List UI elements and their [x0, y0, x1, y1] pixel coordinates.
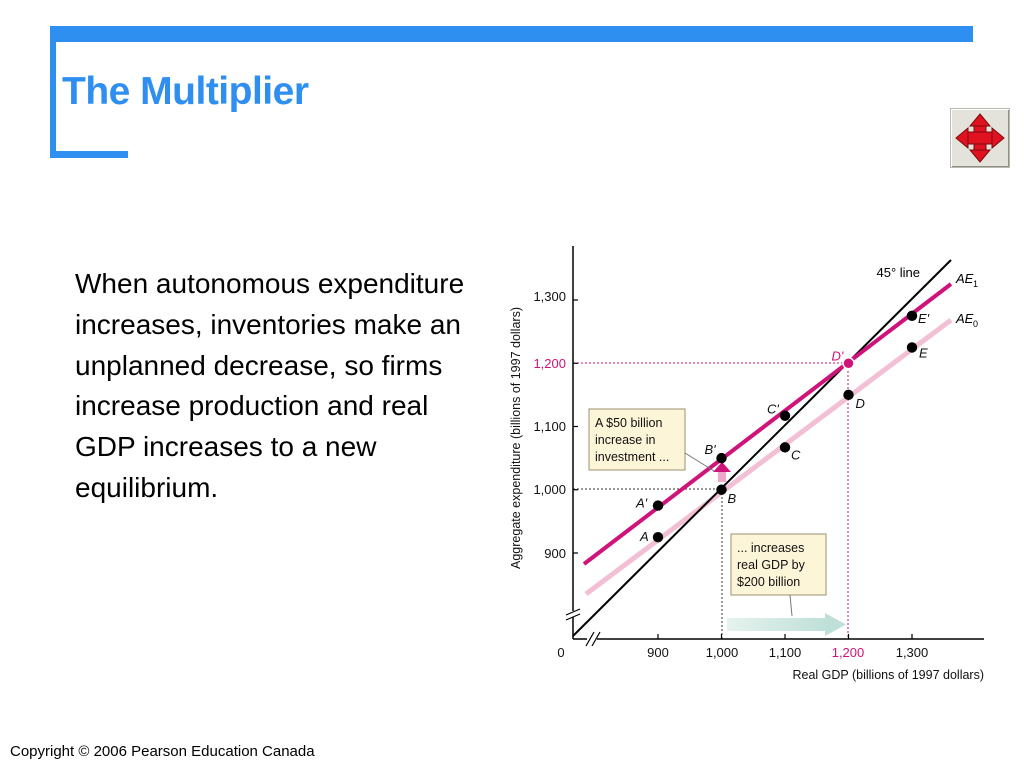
point-a	[652, 531, 664, 543]
y-axis-break-icon	[565, 608, 581, 621]
svg-text:A $50 billion: A $50 billion	[595, 416, 662, 430]
point-a-prime	[652, 500, 664, 511]
four-arrows-move-icon	[955, 113, 1005, 163]
point-c-prime	[779, 410, 791, 421]
svg-text:increase in: increase in	[595, 433, 655, 447]
y-tick-marks	[573, 299, 578, 554]
point-label-b-prime: B'	[705, 442, 717, 457]
y-tick-label-1000: 1,000	[533, 482, 566, 497]
body-text: When autonomous expenditure increases, i…	[75, 268, 465, 503]
navigation-button[interactable]	[950, 108, 1010, 168]
point-b-prime	[716, 452, 727, 464]
gdp-annotation: ... increases real GDP by $200 billion	[730, 533, 827, 596]
svg-text:1: 1	[973, 279, 978, 289]
upward-shift-arrow	[713, 462, 731, 482]
line-45-degree-label: 45° line	[876, 265, 920, 280]
x-origin-label: 0	[557, 645, 564, 660]
multiplier-chart: 1,300 1,200 1,100 1,000 900 0 900 1,000 …	[509, 246, 984, 682]
title-frame-left	[50, 26, 56, 158]
gdp-increase-arrow	[727, 613, 846, 636]
svg-text:investment ...: investment ...	[595, 450, 669, 464]
ae0-line	[584, 318, 953, 596]
investment-annotation: A $50 billion increase in investment ...	[588, 408, 686, 471]
gdp-annotation-pointer	[789, 594, 793, 617]
ae0-label: AE 0	[955, 311, 978, 329]
line-45-degree	[572, 259, 952, 637]
equilibrium-points: A A' B B' C C' D D' E E'	[635, 310, 930, 544]
slide-title: The Multiplier	[62, 70, 309, 113]
ae1-label: AE 1	[955, 271, 978, 289]
point-label-a-prime: A'	[635, 496, 648, 511]
y-tick-label-1300: 1,300	[533, 289, 566, 304]
x-tick-label-1000: 1,000	[706, 645, 739, 660]
svg-text:AE: AE	[955, 311, 974, 326]
svg-text:real GDP by: real GDP by	[737, 558, 806, 572]
y-axis-title: Aggregate expenditure (billions of 1997 …	[509, 307, 523, 569]
point-label-e-prime: E'	[918, 311, 930, 326]
svg-text:AE: AE	[955, 271, 974, 286]
x-tick-label-900: 900	[647, 645, 669, 660]
point-c	[779, 442, 791, 453]
point-label-d: D	[856, 396, 865, 411]
point-e	[906, 342, 918, 353]
point-label-c-prime: C'	[767, 402, 779, 417]
point-d-prime	[842, 357, 855, 370]
y-tick-label-1100: 1,100	[533, 419, 566, 434]
ae1-line	[582, 282, 953, 566]
point-label-c: C	[791, 447, 801, 462]
header-accent-bar	[50, 26, 973, 42]
x-tick-marks	[657, 634, 913, 639]
x-tick-label-1200: 1,200	[832, 645, 865, 660]
point-d	[843, 389, 854, 401]
svg-text:... increases: ... increases	[737, 541, 804, 555]
point-label-b: B	[728, 491, 737, 506]
investment-annotation-pointer	[684, 452, 715, 472]
point-label-e: E	[919, 345, 928, 360]
x-axis-title: Real GDP (billions of 1997 dollars)	[792, 668, 984, 682]
point-e-prime	[906, 310, 918, 322]
y-tick-label-1200: 1,200	[533, 356, 566, 371]
title-frame-bottom	[50, 151, 128, 158]
svg-text:0: 0	[973, 319, 978, 329]
x-tick-label-1300: 1,300	[896, 645, 929, 660]
point-label-a: A	[639, 529, 649, 544]
copyright-notice: Copyright © 2006 Pearson Education Canad…	[10, 743, 315, 760]
y-tick-label-900: 900	[544, 546, 566, 561]
x-tick-label-1100: 1,100	[769, 645, 802, 660]
x-axis-break-icon	[585, 631, 601, 647]
point-b	[716, 484, 727, 495]
svg-text:$200 billion: $200 billion	[737, 575, 800, 589]
point-label-d-prime: D'	[832, 348, 844, 363]
